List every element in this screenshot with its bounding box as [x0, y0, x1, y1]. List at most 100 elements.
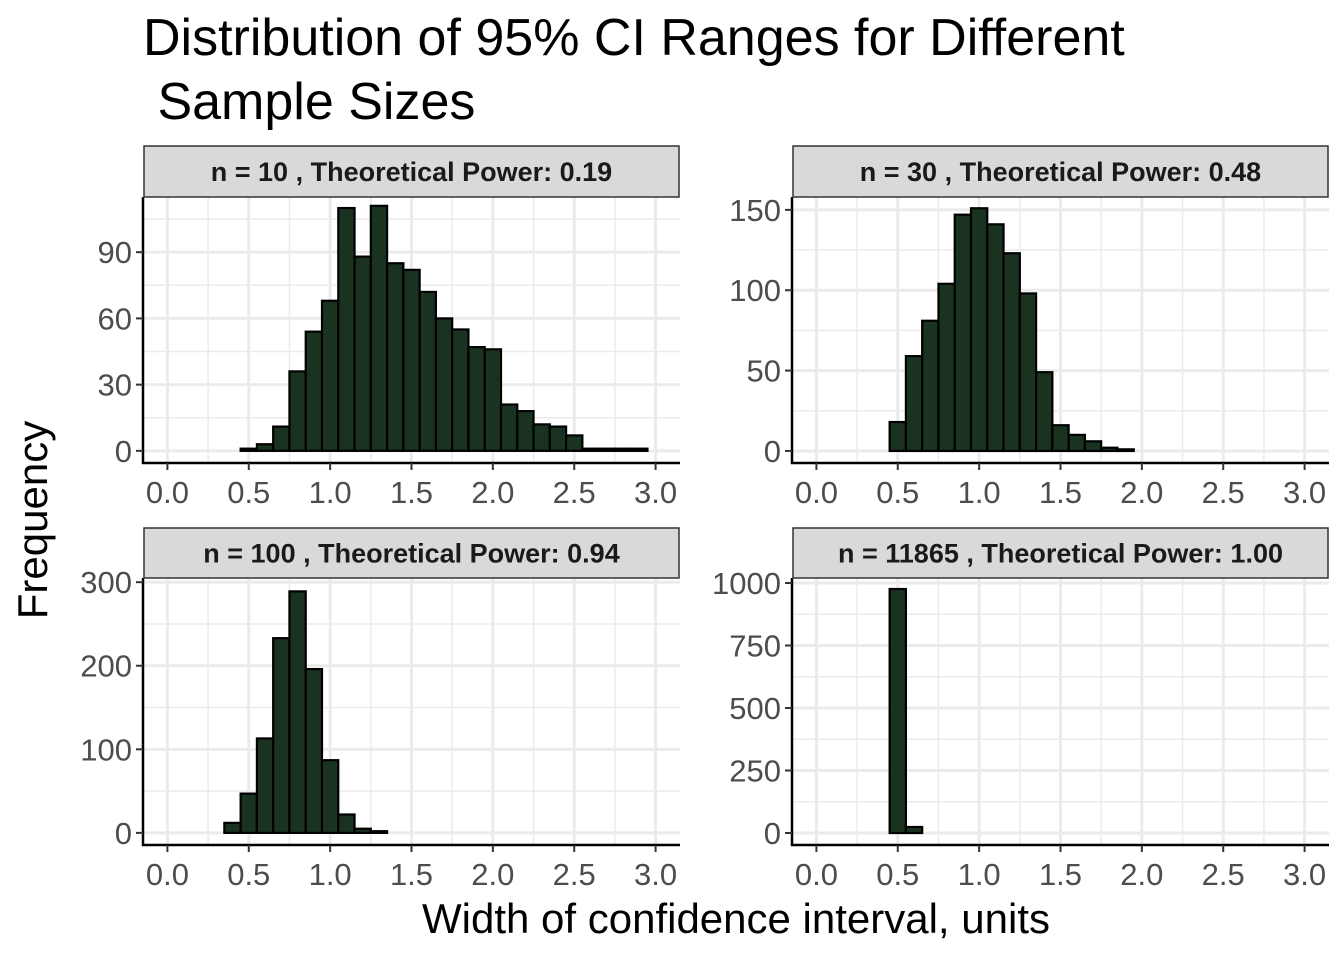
- y-tick-label: 0: [115, 816, 132, 851]
- x-tick-label: 0.0: [146, 857, 189, 892]
- x-tick-label: 1.0: [309, 857, 352, 892]
- histogram-bar: [888, 420, 908, 453]
- histogram-bar: [986, 223, 1005, 453]
- histogram-bar: [304, 330, 324, 452]
- x-tick-label: 0.0: [146, 475, 189, 510]
- histogram-bar: [969, 207, 989, 453]
- x-tick-label: 0.5: [227, 857, 270, 892]
- histogram-bar: [564, 434, 584, 452]
- histogram-bars: [888, 587, 924, 835]
- histogram-bar: [467, 346, 486, 452]
- histogram-bar: [1067, 433, 1087, 453]
- x-tick-label: 2.5: [553, 857, 596, 892]
- y-tick-label: 150: [729, 193, 781, 228]
- histogram-bar: [1100, 446, 1119, 453]
- histogram-bar: [483, 348, 503, 452]
- grid-lines: [143, 578, 680, 845]
- histogram-bar: [239, 792, 259, 834]
- facet-strip: [143, 527, 680, 579]
- x-tick-label: 3.0: [634, 475, 677, 510]
- facet-strip: [792, 145, 1329, 198]
- histogram-bar: [288, 590, 307, 834]
- histogram-bar: [1116, 448, 1135, 453]
- y-tick-label: 100: [80, 732, 132, 767]
- x-tick-label: 1.5: [390, 857, 433, 892]
- y-tick-label: 60: [98, 301, 132, 336]
- histogram-bar: [239, 447, 259, 452]
- x-tick-label: 2.0: [471, 857, 514, 892]
- y-tick-label: 0: [764, 434, 781, 469]
- histogram-bar: [1083, 440, 1103, 453]
- y-tick-label: 0: [115, 434, 132, 469]
- histogram-bar: [597, 447, 617, 452]
- facet-strip-title: n = 10 , Theoretical Power: 0.19: [211, 157, 612, 187]
- histogram-bar: [337, 813, 356, 834]
- grid-lines: [792, 578, 1329, 845]
- y-tick-label: 100: [729, 273, 781, 308]
- histogram-bar: [369, 830, 389, 834]
- histogram-bar: [353, 255, 372, 452]
- facet-panel-3: 0.0 0.5 1.0 1.5 2.0 2.5 3.0 0 100 200 300 n = 100 ,…: [80, 527, 680, 892]
- facet-strip-title: n = 100 , Theoretical Power: 0.94: [203, 539, 619, 569]
- histogram-bars: [888, 207, 1135, 453]
- histogram-bar: [516, 410, 535, 452]
- histogram-bar: [223, 821, 242, 834]
- x-tick-label: 2.0: [1120, 857, 1163, 892]
- histogram-bar: [337, 206, 356, 452]
- histogram-bar: [418, 290, 438, 452]
- histogram-bar: [320, 299, 340, 452]
- x-tick-label: 2.5: [1202, 475, 1245, 510]
- x-tick-label: 0.5: [876, 475, 919, 510]
- histogram-bar: [272, 637, 291, 834]
- chart-title-line-1: Distribution of 95% CI Ranges for Differ…: [143, 9, 1125, 67]
- histogram-bar: [402, 268, 421, 452]
- histogram-bar: [953, 213, 973, 453]
- histogram-bars: [239, 204, 649, 452]
- histogram-bar: [904, 355, 924, 453]
- facet-strip-title: n = 30 , Theoretical Power: 0.48: [860, 157, 1261, 187]
- y-tick-label: 250: [729, 754, 781, 789]
- histogram-bar: [548, 425, 568, 452]
- y-tick-label: 1000: [712, 566, 781, 601]
- x-tick-label: 1.5: [1039, 857, 1082, 892]
- chart-title-line-2: Sample Sizes: [143, 73, 475, 131]
- x-tick-label: 1.0: [309, 475, 352, 510]
- y-tick-label: 30: [98, 368, 132, 403]
- x-tick-label: 2.0: [1120, 475, 1163, 510]
- x-tick-label: 1.5: [390, 475, 433, 510]
- histogram-bar: [937, 282, 956, 453]
- histogram-bar: [1051, 424, 1070, 453]
- histogram-bar: [434, 317, 454, 452]
- y-tick-label: 500: [729, 691, 781, 726]
- facet-panel-2: 0.0 0.5 1.0 1.5 2.0 2.5 3.0 0 50 100 150 n = 30 , T…: [729, 145, 1329, 510]
- x-tick-label: 2.5: [553, 475, 596, 510]
- histogram-bar: [532, 423, 551, 452]
- x-tick-label: 3.0: [634, 857, 677, 892]
- y-tick-label: 200: [80, 649, 132, 684]
- x-tick-label: 2.5: [1202, 857, 1245, 892]
- histogram-bar: [904, 825, 924, 835]
- histogram-bar: [630, 447, 649, 452]
- histogram-bar: [1018, 292, 1038, 453]
- histogram-bar: [921, 319, 940, 453]
- facet-strip: [792, 527, 1329, 579]
- histogram-bar: [581, 447, 600, 452]
- x-tick-label: 1.0: [958, 857, 1001, 892]
- x-tick-label: 1.0: [958, 475, 1001, 510]
- histogram-bar: [385, 262, 405, 452]
- x-tick-label: 0.0: [795, 857, 838, 892]
- y-tick-label: 50: [747, 354, 781, 389]
- facet-strip: [143, 145, 680, 198]
- histogram-bar: [255, 737, 275, 834]
- x-tick-label: 3.0: [1283, 857, 1326, 892]
- x-tick-label: 2.0: [471, 475, 514, 510]
- histogram-bars: [223, 590, 389, 834]
- histogram-bar: [272, 425, 291, 452]
- y-tick-label: 300: [80, 565, 132, 600]
- histogram-bar: [353, 827, 372, 834]
- y-tick-label: 750: [729, 629, 781, 664]
- y-tick-label: 90: [98, 235, 132, 270]
- histogram-bar: [451, 328, 470, 452]
- y-axis-title: Frequency: [9, 421, 56, 619]
- histogram-bar: [499, 403, 519, 452]
